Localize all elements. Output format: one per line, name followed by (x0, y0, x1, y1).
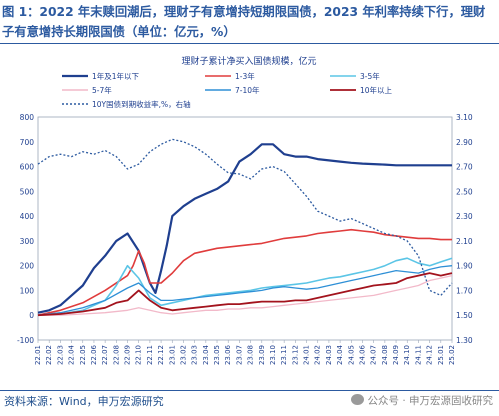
y-left-tick-label: 0 (29, 311, 34, 320)
y-left-tick-label: 500 (20, 187, 35, 196)
y-right-tick-label: 1.70 (456, 286, 473, 295)
x-tick-label: 24.04 (336, 344, 344, 365)
y-left-tick-label: 800 (20, 113, 35, 122)
series-line (37, 257, 453, 316)
line-chart: 理财子累计净买入国债规模，亿元 1年及1年以下 1-3年 3-5年 5-7年 7-10年… (17, 55, 473, 365)
x-tick-label: 25.02 (448, 345, 456, 365)
x-tick-label: 24.11 (414, 345, 422, 365)
y-left-tick-label: 400 (20, 212, 35, 221)
y-right-tick-label: 1.90 (456, 262, 473, 271)
wechat-icon (351, 394, 365, 405)
y-left-tick-label: -100 (17, 336, 34, 345)
x-tick-label: 22.10 (135, 345, 143, 365)
x-tick-label: 22.07 (101, 345, 109, 365)
x-tick-label: 22.08 (112, 345, 120, 365)
legend-label: 1年及1年以下 (92, 71, 140, 81)
legend-label: 10Y国债到期收益率,%，右轴 (92, 99, 191, 109)
x-tick-label: 24.10 (403, 345, 411, 365)
x-tick-label: 23.07 (235, 345, 243, 365)
y-left-tick-label: 600 (20, 163, 35, 172)
chart-legend: 1年及1年以下 1-3年 3-5年 5-7年 7-10年 10年以上 10Y国债到期收益率,… (62, 71, 393, 109)
source-divider (0, 390, 499, 391)
x-tick-label: 24.02 (314, 345, 322, 365)
x-tick-label: 23.06 (224, 344, 232, 365)
x-tick-label: 22.11 (146, 345, 154, 365)
x-tick-label: 22.04 (68, 344, 76, 365)
y-right-tick-label: 1.30 (456, 336, 473, 345)
x-tick-label: 22.06 (90, 344, 98, 365)
x-tick-label: 23.08 (247, 345, 255, 365)
x-tick-label: 23.03 (191, 345, 199, 365)
series-line (37, 143, 452, 314)
y-right-tick-label: 2.90 (456, 138, 473, 147)
y-right-tick-label: 2.70 (456, 163, 473, 172)
y-left-tick-label: 300 (20, 237, 35, 246)
x-tick-label: 22.12 (157, 345, 165, 365)
chart-series (37, 138, 453, 317)
x-tick-label: 24.12 (426, 345, 434, 365)
x-tick-label: 24.06 (358, 344, 366, 365)
y-right-tick-label: 2.10 (456, 237, 473, 246)
x-tick-label: 23.10 (269, 345, 277, 365)
series-line (38, 274, 453, 316)
x-tick-label: 22.05 (79, 345, 87, 365)
x-tick-label: 22.01 (34, 345, 42, 365)
series-line (37, 265, 453, 316)
source-note: 资料来源：Wind，申万宏源研究 (4, 395, 164, 408)
chart-axes: -100 0 100 200 300 400 500 600 700 800 1.30 1.50 1.7… (17, 113, 473, 365)
x-tick-label: 22.03 (56, 345, 64, 365)
x-tick-label: 24.03 (325, 345, 333, 365)
x-tick-label: 23.11 (280, 345, 288, 365)
chart-title: 理财子累计净买入国债规模，亿元 (181, 55, 316, 67)
x-tick-label: 23.01 (168, 345, 176, 365)
x-tick-label: 22.02 (45, 345, 53, 365)
legend-label: 7-10年 (235, 85, 260, 95)
x-tick-label: 24.01 (303, 345, 311, 365)
y-right-tick-label: 3.10 (456, 113, 473, 122)
plot-frame (37, 116, 453, 341)
legend-label: 5-7年 (92, 85, 112, 95)
legend-label: 1-3年 (235, 71, 255, 81)
y-left-tick-label: 700 (20, 138, 35, 147)
x-tick-label: 24.07 (370, 345, 378, 365)
x-tick-label: 24.08 (381, 345, 389, 365)
figure-title: 图 1：2022 年末赎回潮后，理财子有意增持短期限国债，2023 年利率持续下… (2, 5, 486, 39)
x-tick-label: 23.04 (202, 344, 210, 365)
y-right-tick-label: 1.50 (456, 311, 473, 320)
x-tick-label: 24.05 (347, 345, 355, 365)
title-divider (0, 43, 499, 44)
legend-label: 10年以上 (360, 85, 393, 95)
y-right-tick-label: 2.30 (456, 212, 473, 221)
series-line (37, 138, 453, 297)
y-left-tick-label: 200 (20, 262, 35, 271)
x-tick-label: 25.01 (437, 345, 445, 365)
watermark-text: 公众号 · 申万宏源固收研究 (367, 395, 493, 407)
x-tick-label: 22.09 (124, 345, 132, 365)
legend-label: 3-5年 (360, 71, 380, 81)
y-right-tick-label: 2.50 (456, 187, 473, 196)
x-tick-label: 23.05 (213, 345, 221, 365)
x-tick-label: 23.12 (291, 345, 299, 365)
series-line (37, 272, 453, 317)
x-tick-label: 23.02 (179, 345, 187, 365)
y-left-tick-label: 100 (20, 286, 35, 295)
x-tick-label: 23.09 (258, 345, 266, 365)
x-tick-label: 24.09 (392, 345, 400, 365)
series-line (37, 228, 452, 316)
watermark: 公众号 · 申万宏源固收研究 (351, 393, 493, 408)
